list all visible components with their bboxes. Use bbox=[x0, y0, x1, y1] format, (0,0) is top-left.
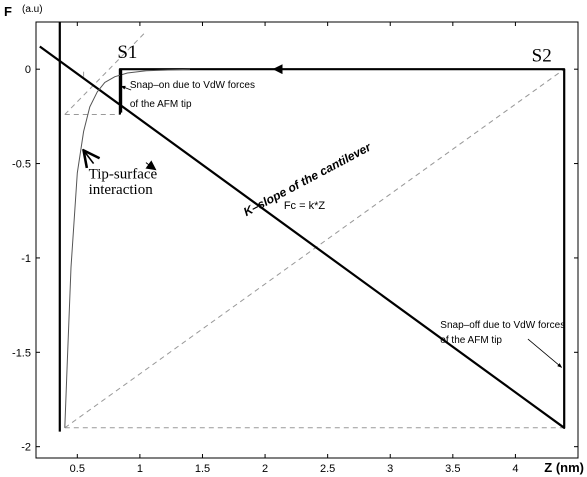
direction-arrow bbox=[145, 160, 157, 171]
x-tick-label: 0.5 bbox=[70, 463, 85, 475]
x-axis-label: Z (nm) bbox=[544, 460, 584, 475]
x-tick-label: 4 bbox=[512, 463, 518, 475]
x-tick-label: 3 bbox=[387, 463, 393, 475]
x-tick-label: 1.5 bbox=[195, 463, 210, 475]
annotation-text: of the AFM tip bbox=[130, 99, 192, 110]
y-axis-unit: (a.u) bbox=[22, 4, 43, 15]
x-tick-label: 3.5 bbox=[445, 463, 460, 475]
annotation-pointer-arrow bbox=[120, 85, 132, 91]
annotation-text: S2 bbox=[532, 46, 552, 67]
x-tick-label: 1 bbox=[137, 463, 143, 475]
dashed-guide-line bbox=[64, 31, 147, 115]
annotation-text: Snap–on due to VdW forces bbox=[130, 80, 255, 91]
y-tick-label: -0.5 bbox=[12, 159, 31, 171]
y-axis-label: F bbox=[4, 4, 12, 19]
annotation-text: S1 bbox=[117, 42, 137, 63]
y-tick-label: -1 bbox=[21, 253, 31, 265]
y-tick-label: 0 bbox=[25, 64, 31, 76]
annotation-pointer-arrow bbox=[527, 338, 563, 368]
annotation-text: interaction bbox=[89, 182, 154, 198]
annotation-text: Snap–off due to VdW forces bbox=[440, 320, 565, 331]
y-tick-label: -2 bbox=[21, 442, 31, 454]
y-tick-label: -1.5 bbox=[12, 347, 31, 359]
annotation-pointer-arrow bbox=[84, 150, 94, 163]
dashed-guide-line bbox=[64, 68, 565, 429]
annotation-text: Tip-surface bbox=[89, 167, 158, 183]
annotation-text: Fc = k*Z bbox=[284, 200, 326, 212]
x-tick-label: 2 bbox=[262, 463, 268, 475]
series-line-thick bbox=[39, 45, 566, 429]
plot-frame bbox=[35, 21, 579, 459]
series-line-thin bbox=[64, 68, 191, 428]
x-tick-label: 2.5 bbox=[320, 463, 335, 475]
annotation-text: of the AFM tip bbox=[440, 335, 502, 346]
